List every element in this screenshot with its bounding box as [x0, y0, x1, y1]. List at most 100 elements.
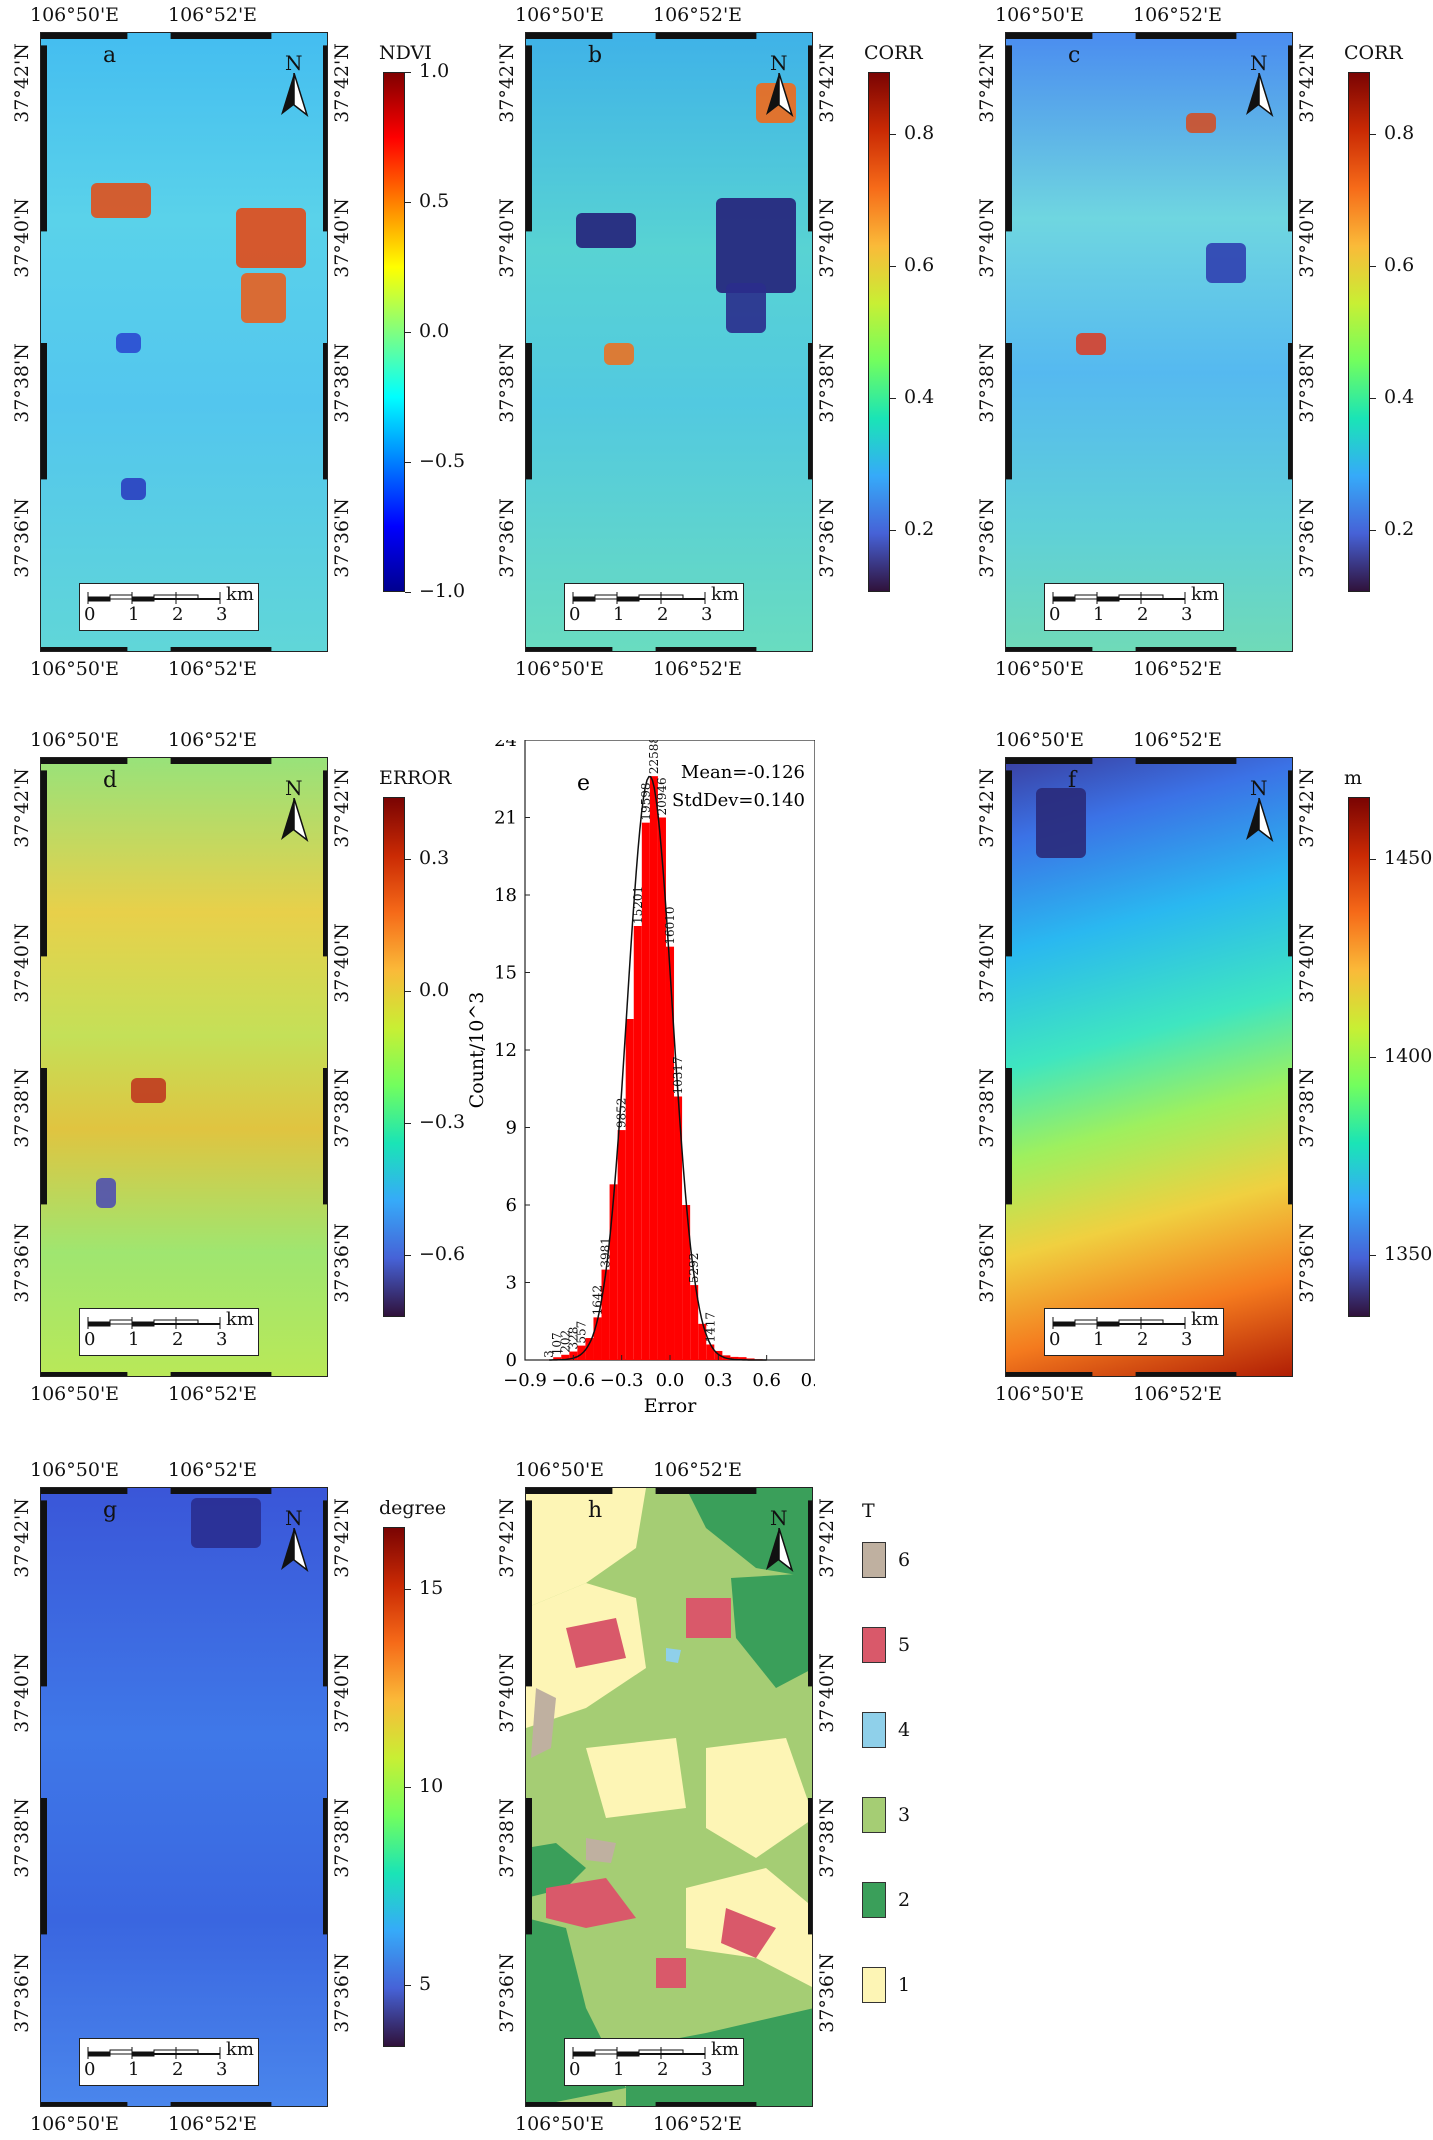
north-label: N — [770, 1506, 788, 1530]
map-feature — [1076, 333, 1106, 355]
histogram-bar — [601, 1269, 610, 1360]
bar-value-label: 1642 — [591, 1285, 605, 1316]
scale-tick-label: 3 — [701, 604, 713, 625]
lat-label: 37°40'N — [815, 198, 838, 278]
lon-label: 106°50'E — [515, 2113, 605, 2135]
scale-tick-label: 2 — [657, 604, 669, 625]
colorbar-tick — [1370, 529, 1376, 531]
landcover-patch — [666, 1648, 681, 1663]
bar-value-label: 19598 — [639, 782, 653, 820]
y-tick-label: 0 — [506, 1350, 517, 1371]
scale-unit: km — [226, 584, 254, 605]
histogram-bar — [617, 1130, 626, 1360]
scale-tick-label: 0 — [569, 604, 581, 625]
lon-label: 106°50'E — [995, 4, 1085, 26]
scale-tick-label: 3 — [216, 604, 228, 625]
panel-letter: e — [577, 771, 590, 796]
legend-label: 5 — [898, 1634, 911, 1656]
colorbar — [868, 72, 890, 592]
bar-value-label: 5292 — [687, 1253, 701, 1284]
scale-tick-label: 0 — [1049, 604, 1061, 625]
lat-label: 37°38'N — [1295, 343, 1318, 423]
histogram-bar — [585, 1338, 594, 1360]
histogram-bar — [706, 1344, 715, 1360]
bar-value-label: 3981 — [599, 1237, 613, 1268]
colorbar-title: degree — [379, 1497, 447, 1519]
histogram-bar — [738, 1357, 747, 1360]
colorbar-tick-label: 0.5 — [419, 190, 450, 212]
colorbar-tick — [405, 1122, 411, 1124]
colorbar-tick-label: 0.8 — [1384, 122, 1415, 145]
histogram-bar — [577, 1345, 586, 1360]
scale-unit: km — [226, 2039, 254, 2060]
y-tick-label: 3 — [506, 1273, 517, 1294]
histogram-bar — [625, 1019, 634, 1360]
lat-label: 37°38'N — [495, 1798, 518, 1878]
colorbar-tick-label: 0.6 — [904, 254, 935, 277]
colorbar-tick-label: 1350 — [1384, 1242, 1433, 1265]
scale-unit: km — [711, 2039, 739, 2060]
colorbar-tick — [1370, 1057, 1376, 1058]
scale-bar: km 0 1 2 3 — [1044, 1308, 1224, 1356]
scale-tick-label: 0 — [84, 2059, 96, 2080]
lat-label: 37°40'N — [1295, 923, 1318, 1003]
colorbar-tick-label: 0.2 — [1384, 517, 1415, 540]
colorbar-tick — [405, 1589, 411, 1591]
north-label: N — [285, 776, 303, 800]
histogram-bar — [609, 1184, 618, 1360]
legend-swatch — [862, 1882, 886, 1918]
lat-label: 37°36'N — [1295, 498, 1318, 578]
lat-label: 37°42'N — [815, 1498, 838, 1578]
landcover-patch — [526, 1488, 646, 1608]
landcover-patch — [526, 1843, 586, 1898]
lat-label: 37°36'N — [495, 1953, 518, 2033]
colorbar-tick — [405, 72, 411, 73]
graticule-frame — [41, 1488, 327, 2106]
stats-text: Mean=-0.126 — [681, 762, 805, 783]
colorbar-tick-label: 1.0 — [419, 60, 450, 82]
lon-label: 106°52'E — [1133, 1383, 1223, 1405]
colorbar — [1348, 72, 1370, 592]
lat-label: 37°40'N — [495, 1653, 518, 1733]
lat-label: 37°42'N — [330, 43, 353, 123]
colorbar-tick-label: 0.6 — [1384, 254, 1415, 277]
scale-unit: km — [711, 584, 739, 605]
colorbar — [383, 1527, 405, 2047]
y-tick-label: 21 — [494, 808, 517, 829]
lat-label: 37°36'N — [815, 498, 838, 578]
landcover-patch — [721, 1908, 776, 1958]
colorbar-tick-label: −0.5 — [419, 450, 466, 472]
lon-label: 106°50'E — [515, 4, 605, 26]
colorbar-tick — [890, 529, 896, 531]
lon-label: 106°50'E — [515, 1459, 605, 1481]
lat-label: 37°38'N — [1295, 1068, 1318, 1148]
legend-label: 6 — [898, 1549, 911, 1571]
bar-value-label: 9852 — [615, 1098, 629, 1129]
colorbar-title: m — [1344, 767, 1363, 789]
colorbar-tick-label: 0.3 — [419, 847, 450, 870]
lat-label: 37°38'N — [975, 1068, 998, 1148]
lat-label: 37°38'N — [975, 343, 998, 423]
colorbar-tick — [1370, 134, 1376, 136]
colorbar-tick-label: −1.0 — [419, 580, 466, 602]
lat-label: 37°42'N — [495, 1498, 518, 1578]
legend-label: 4 — [898, 1719, 911, 1741]
colorbar-tick — [405, 859, 411, 861]
y-tick-label: 24 — [494, 740, 517, 751]
bar-value-label: 328 — [566, 1327, 580, 1350]
scale-tick-label: 3 — [701, 2059, 713, 2080]
bar-value-label: 20946 — [655, 777, 669, 815]
map-feature — [1036, 788, 1086, 858]
landcover-patch — [706, 1738, 812, 1858]
graticule-frame — [41, 758, 327, 1376]
lat-label: 37°40'N — [975, 198, 998, 278]
error-histogram: 3107202328557164239819852152011959822588… — [466, 740, 815, 1417]
scale-unit: km — [1191, 584, 1219, 605]
scale-tick-label: 2 — [657, 2059, 669, 2080]
lon-label: 106°52'E — [1133, 729, 1223, 751]
landcover-patch — [586, 1738, 686, 1818]
lat-label: 37°36'N — [10, 498, 33, 578]
lat-label: 37°42'N — [975, 43, 998, 123]
